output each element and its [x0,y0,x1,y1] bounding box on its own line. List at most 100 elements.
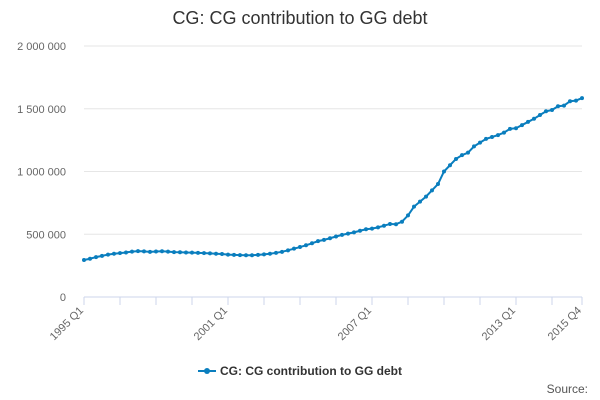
data-point [328,236,332,241]
data-point [178,250,182,255]
data-point [502,130,506,135]
data-point [256,252,260,257]
data-point [298,245,302,250]
data-point [394,222,398,227]
data-point [364,227,368,232]
data-point [310,241,314,246]
data-point [238,253,242,258]
data-point [538,113,542,118]
data-point [112,251,116,256]
x-axis-labels: 1995 Q1 2001 Q1 2007 Q1 2013 Q1 2015 Q4 [48,305,584,343]
data-point [88,256,92,261]
data-point [292,246,296,251]
source-label: Source: [546,382,588,396]
y-axis-labels: 0 500 000 1 000 000 1 500 000 2 000 000 [17,41,66,304]
data-point [382,223,386,228]
data-point [322,237,326,242]
data-point [358,228,362,233]
x-tick-label: 2015 Q4 [546,305,584,343]
data-point [94,255,98,260]
data-point [106,252,110,257]
data-point [334,234,338,239]
data-point [130,249,134,254]
data-point [250,253,254,258]
data-point [532,116,536,121]
series-line [83,97,583,261]
data-point [514,126,518,131]
data-point [400,219,404,224]
gridlines [84,45,582,235]
data-point [316,239,320,244]
x-axis [83,296,583,305]
data-point [286,248,290,253]
data-point [436,182,440,187]
x-tick-label: 2013 Q1 [480,305,518,343]
data-point [196,250,200,255]
data-point [100,253,104,258]
data-point [478,140,482,145]
x-tick-label: 2007 Q1 [336,305,374,343]
data-point [244,253,248,258]
data-point [484,136,488,141]
data-point [340,232,344,237]
data-point [556,104,560,109]
data-point [424,194,428,199]
data-point [304,243,308,248]
series-cg-contribution [82,96,584,262]
y-tick-label: 1 500 000 [17,104,66,116]
y-tick-label: 1 000 000 [17,167,66,179]
data-point [202,251,206,256]
data-point [148,249,152,254]
data-point [142,249,146,254]
chart-title: CG: CG contribution to GG debt [172,8,428,28]
data-point [352,230,356,235]
data-point [418,199,422,204]
data-point [574,98,578,103]
data-point [118,251,122,256]
data-point [376,225,380,230]
data-point [154,249,158,254]
data-point [580,96,584,101]
data-point [190,250,194,255]
data-point [214,251,218,256]
y-tick-label: 500 000 [26,229,66,241]
data-point [280,249,284,254]
data-point [412,204,416,209]
data-point [274,250,278,255]
data-point [472,144,476,149]
y-tick-label: 0 [60,292,66,304]
data-point [454,156,458,161]
y-tick-label: 2 000 000 [17,41,66,53]
data-point [442,169,446,174]
data-point [496,133,500,138]
data-point [520,123,524,128]
x-tick-label: 2001 Q1 [192,305,230,343]
data-point [124,250,128,255]
data-point [166,249,170,254]
data-point [544,109,548,114]
data-point [430,188,434,193]
x-tick-label: 1995 Q1 [48,305,86,343]
data-point [136,249,140,254]
data-point [508,126,512,131]
data-point [82,257,86,262]
legend-label: CG: CG contribution to GG debt [220,364,402,378]
data-point [262,252,266,257]
data-point [370,226,374,231]
data-point [388,221,392,226]
legend-item[interactable]: CG: CG contribution to GG debt [198,364,402,378]
data-point [466,150,470,155]
legend-line-marker-icon [198,366,216,376]
data-point [220,251,224,256]
data-point [208,251,212,256]
data-point [562,103,566,108]
data-point [490,134,494,139]
data-point [160,249,164,254]
data-point [268,251,272,256]
data-point [460,153,464,158]
data-point [568,99,572,104]
data-point [550,108,554,113]
legend: CG: CG contribution to GG debt [0,364,600,379]
